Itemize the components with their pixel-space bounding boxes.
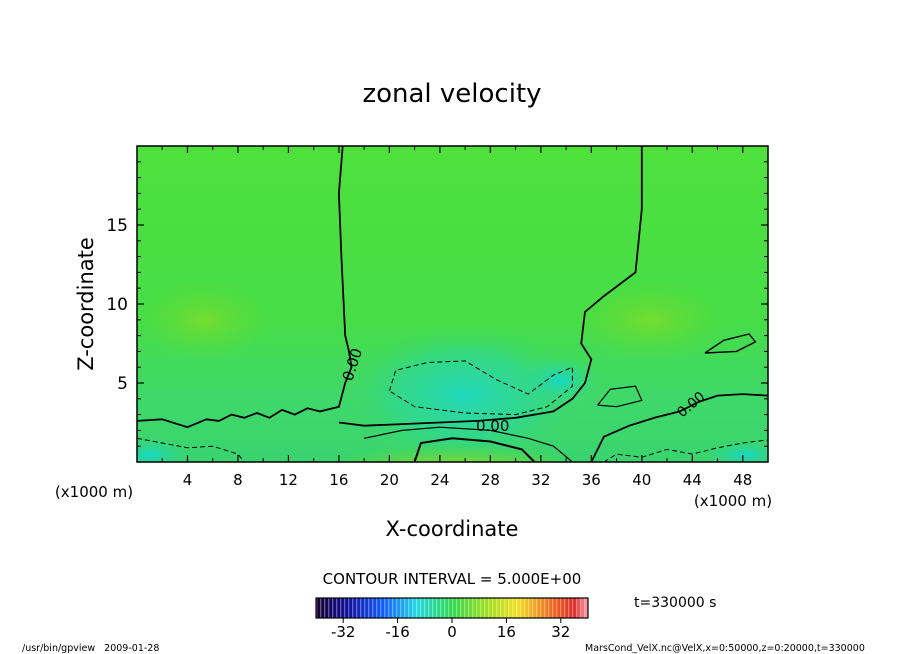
y-tick-label: 10 — [106, 295, 128, 315]
time-label: t=330000 s — [634, 595, 716, 611]
colorbar-tick-label: 16 — [497, 623, 516, 641]
contour-loop-ne — [704, 333, 757, 354]
footer-left: /usr/bin/gpview 2009-01-28 — [22, 643, 159, 654]
x-tick-label: 8 — [233, 471, 243, 489]
x-tick-label: 16 — [329, 471, 348, 489]
y-axis-label: Z-coordinate — [74, 237, 98, 371]
x-tick-label: 44 — [683, 471, 702, 489]
heatmap-field — [137, 146, 768, 462]
contour-interval-label: CONTOUR INTERVAL = 5.000E+00 — [323, 570, 582, 588]
zero-contour-east — [590, 393, 768, 462]
x-tick-label: 24 — [430, 471, 449, 489]
colorbar-tick-label: -32 — [331, 623, 356, 641]
x-tick-label: 48 — [733, 471, 752, 489]
x-tick-label: 20 — [380, 471, 399, 489]
negative-contour-center — [388, 360, 573, 416]
colorbar: -32 -16 0 16 32 — [315, 597, 589, 641]
y-unit-label: (x1000 m) — [694, 492, 772, 510]
colorbar-tick-label: 0 — [447, 623, 457, 641]
zero-contour-right — [338, 146, 643, 427]
colorbar-tick-label: 32 — [551, 623, 570, 641]
x-tick-label: 4 — [183, 471, 193, 489]
x-tick-label: 12 — [279, 471, 298, 489]
x-axis-label: X-coordinate — [386, 517, 519, 541]
x-tick-label: 36 — [582, 471, 601, 489]
contour-lines — [137, 146, 768, 462]
negative-contour-east — [603, 439, 768, 462]
chart-title: zonal velocity — [362, 79, 541, 109]
colorbar-tick-label: -16 — [385, 623, 410, 641]
contour-label-center: 0.00 — [476, 417, 509, 435]
y-tick-label: 5 — [117, 374, 128, 394]
negative-contour-west — [137, 437, 245, 462]
positive-contour-bottom — [364, 426, 573, 462]
x-unit-label: (x1000 m) — [55, 483, 133, 501]
x-tick-label: 28 — [481, 471, 500, 489]
y-tick-label: 15 — [106, 216, 128, 236]
footer-right: MarsCond_VelX.nc@VelX,x=0:50000,z=0:2000… — [585, 643, 865, 654]
x-tick-label: 32 — [531, 471, 550, 489]
x-tick-label: 40 — [632, 471, 651, 489]
zero-contour-left — [137, 146, 353, 429]
contour-loop-east — [597, 385, 643, 408]
positive-contour-inner — [413, 437, 536, 462]
